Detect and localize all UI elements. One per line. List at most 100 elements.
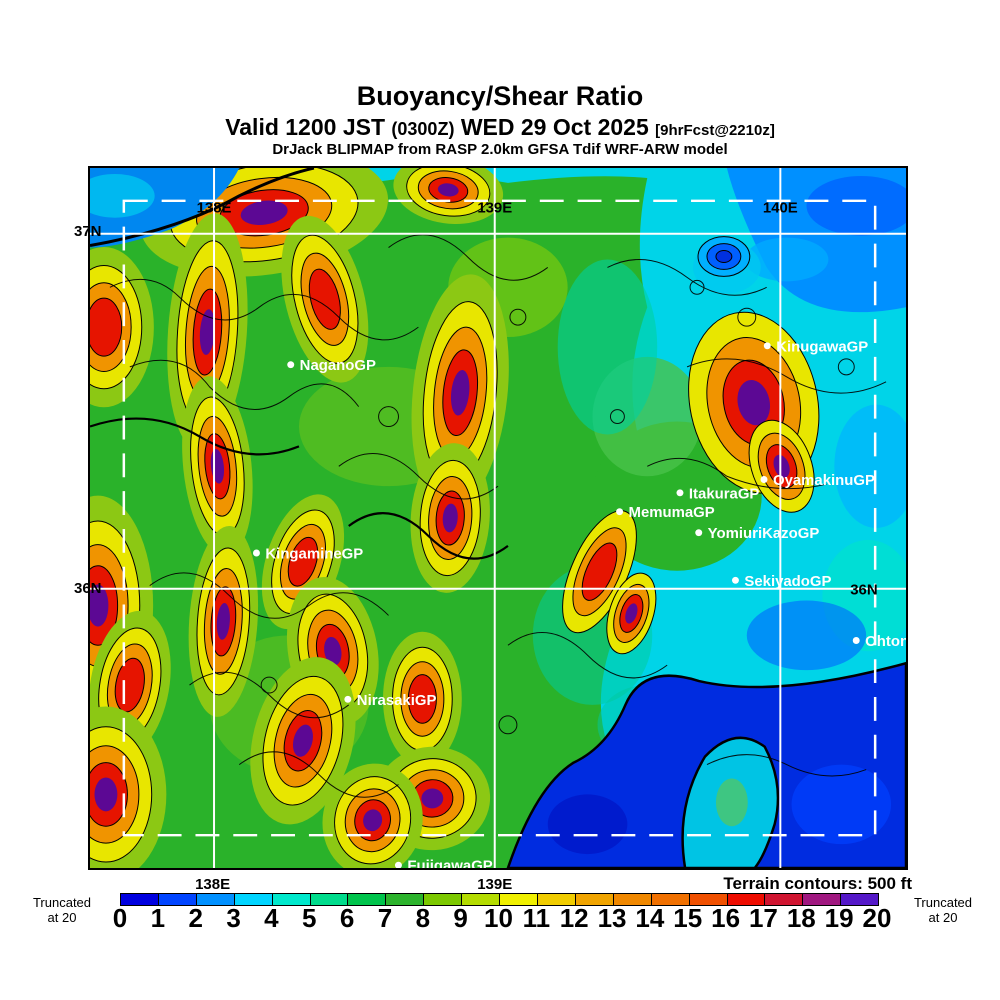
valid-date: WED 29 Oct 2025 bbox=[460, 113, 649, 140]
colorbar-segment-10 bbox=[500, 894, 538, 905]
station-dot bbox=[344, 695, 352, 703]
station-label: NaganoGP bbox=[300, 357, 376, 374]
station-label: NirasakiGP bbox=[357, 692, 437, 709]
colorbar-tick-15: 15 bbox=[673, 903, 703, 933]
terrain-ridge bbox=[322, 763, 423, 868]
station-dot bbox=[616, 508, 624, 516]
valid-zulu: (0300Z) bbox=[391, 118, 455, 139]
domain-dashed-boundary bbox=[122, 199, 877, 837]
station-dot bbox=[287, 361, 295, 369]
station-label: Ohtone bbox=[865, 633, 906, 650]
colorbar-tick-7: 7 bbox=[377, 903, 393, 933]
colorbar-segment-9 bbox=[462, 894, 501, 905]
station-dot bbox=[763, 342, 771, 350]
station-label: YomiuriKazoGP bbox=[708, 525, 820, 542]
station-dot bbox=[695, 529, 703, 537]
station-dot bbox=[760, 476, 768, 483]
station-label: ItakuraGP bbox=[689, 485, 760, 502]
colorbar-tick-4: 4 bbox=[264, 903, 279, 933]
station-dot bbox=[731, 576, 739, 584]
colorbar-tick-12: 12 bbox=[559, 903, 589, 933]
station-dot bbox=[394, 861, 402, 868]
header: Buoyancy/Shear Ratio Valid 1200 JST (030… bbox=[0, 81, 1000, 158]
terrain-ridge bbox=[606, 572, 657, 655]
colorbar-tick-11: 11 bbox=[522, 903, 551, 933]
terrain-ridge bbox=[281, 215, 369, 383]
colorbar-tick-0: 0 bbox=[112, 903, 128, 933]
valid-line: Valid 1200 JST (0300Z) WED 29 Oct 2025 [… bbox=[0, 113, 1000, 140]
meridian-label-140E: 140E bbox=[763, 200, 798, 217]
left-lat-label-37N: 37N bbox=[74, 223, 102, 241]
station-Ohtone: Ohtone bbox=[852, 633, 906, 650]
right-lat-label-36N: 36N bbox=[850, 582, 877, 599]
terrain-contours-note: Terrain contours: 500 ft bbox=[723, 874, 912, 893]
colorbar-segment-4 bbox=[272, 894, 311, 905]
colorbar-segment-1 bbox=[158, 894, 197, 905]
colorbar-segment-6 bbox=[348, 894, 387, 905]
terrain-ridge bbox=[562, 510, 637, 634]
colorbar-tick-3: 3 bbox=[226, 903, 241, 933]
colorbar-segment-19 bbox=[841, 894, 879, 905]
colorbar-tick-18: 18 bbox=[786, 903, 816, 933]
colorbar-segment-13 bbox=[613, 894, 652, 905]
terrain-ridge bbox=[393, 168, 504, 225]
station-dot bbox=[252, 549, 260, 557]
page-title: Buoyancy/Shear Ratio bbox=[356, 81, 644, 111]
colorbar-segment-12 bbox=[575, 894, 614, 905]
colorbar-tick-19: 19 bbox=[824, 903, 854, 933]
colorbar-segment-2 bbox=[196, 894, 235, 905]
terrain-ridge bbox=[410, 443, 490, 593]
station-FujigawaGP: FujigawaGP bbox=[394, 858, 493, 868]
station-label: KinugawaGP bbox=[776, 338, 868, 355]
terrain-ridge bbox=[382, 631, 462, 767]
station-YomiuriKazoGP: YomiuriKazoGP bbox=[695, 525, 819, 542]
colorbar-segment-3 bbox=[234, 894, 273, 905]
colorbar-tick-6: 6 bbox=[339, 903, 355, 933]
colorbar-segment-14 bbox=[651, 894, 690, 905]
colorbar-tick-20: 20 bbox=[862, 903, 892, 933]
meridian-label-138E: 138E bbox=[197, 200, 232, 217]
truncated-right-line2: at 20 bbox=[928, 910, 958, 925]
colorbar-tick-8: 8 bbox=[415, 903, 431, 933]
colorbar-tick-14: 14 bbox=[635, 903, 665, 933]
left-lat-label-36N: 36N bbox=[74, 580, 102, 598]
colorbar bbox=[120, 893, 879, 906]
station-KingamineGP: KingamineGP bbox=[252, 545, 363, 562]
colorbar-tick-13: 13 bbox=[597, 903, 627, 933]
colorbar-segment-18 bbox=[803, 894, 842, 905]
truncated-right-line1: Truncated bbox=[913, 895, 973, 910]
station-NirasakiGP: NirasakiGP bbox=[344, 692, 436, 709]
station-OyamakinuGP: OyamakinuGP bbox=[760, 472, 875, 489]
colorbar-tick-16: 16 bbox=[711, 903, 741, 933]
station-label: OyamakinuGP bbox=[773, 472, 875, 489]
colorbar-segment-8 bbox=[424, 894, 463, 905]
colorbar-tick-2: 2 bbox=[188, 903, 203, 933]
terrain-ridge bbox=[90, 706, 167, 868]
station-KinugawaGP: KinugawaGP bbox=[763, 338, 868, 355]
station-label: SekiyadoGP bbox=[744, 573, 831, 590]
station-MemumaGP: MemumaGP bbox=[616, 504, 715, 521]
truncated-left-line1: Truncated bbox=[32, 895, 92, 910]
colorbar-segment-15 bbox=[689, 894, 728, 905]
colorbar-segment-11 bbox=[537, 894, 576, 905]
truncated-right-note: Truncated at 20 bbox=[901, 895, 985, 925]
meridian-label-139E: 139E bbox=[477, 200, 512, 217]
forecast-map: 138E 139E 140E 36N NaganoGP KinugawaGP Oyamak… bbox=[88, 166, 908, 870]
truncated-left-note: Truncated at 20 bbox=[20, 895, 104, 925]
truncated-left-line2: at 20 bbox=[47, 910, 77, 925]
colorbar-segment-17 bbox=[765, 894, 804, 905]
bottom-lon-label-138E: 138E bbox=[195, 876, 231, 893]
terrain-ridge bbox=[250, 657, 356, 825]
terrain-field: 138E 139E 140E 36N NaganoGP KinugawaGP Oyamak… bbox=[90, 168, 906, 868]
station-label: FujigawaGP bbox=[407, 858, 492, 868]
colorbar-tick-17: 17 bbox=[748, 903, 778, 933]
colorbar-tick-10: 10 bbox=[484, 903, 513, 933]
station-dot bbox=[852, 637, 860, 644]
colorbar-tick-5: 5 bbox=[302, 903, 317, 933]
valid-time: Valid 1200 JST bbox=[225, 113, 386, 140]
colorbar-segment-0 bbox=[121, 894, 159, 905]
model-line: DrJack BLIPMAP from RASP 2.0km GFSA Tdif… bbox=[272, 140, 728, 158]
station-NaganoGP: NaganoGP bbox=[287, 357, 376, 374]
colorbar-segment-7 bbox=[386, 894, 425, 905]
